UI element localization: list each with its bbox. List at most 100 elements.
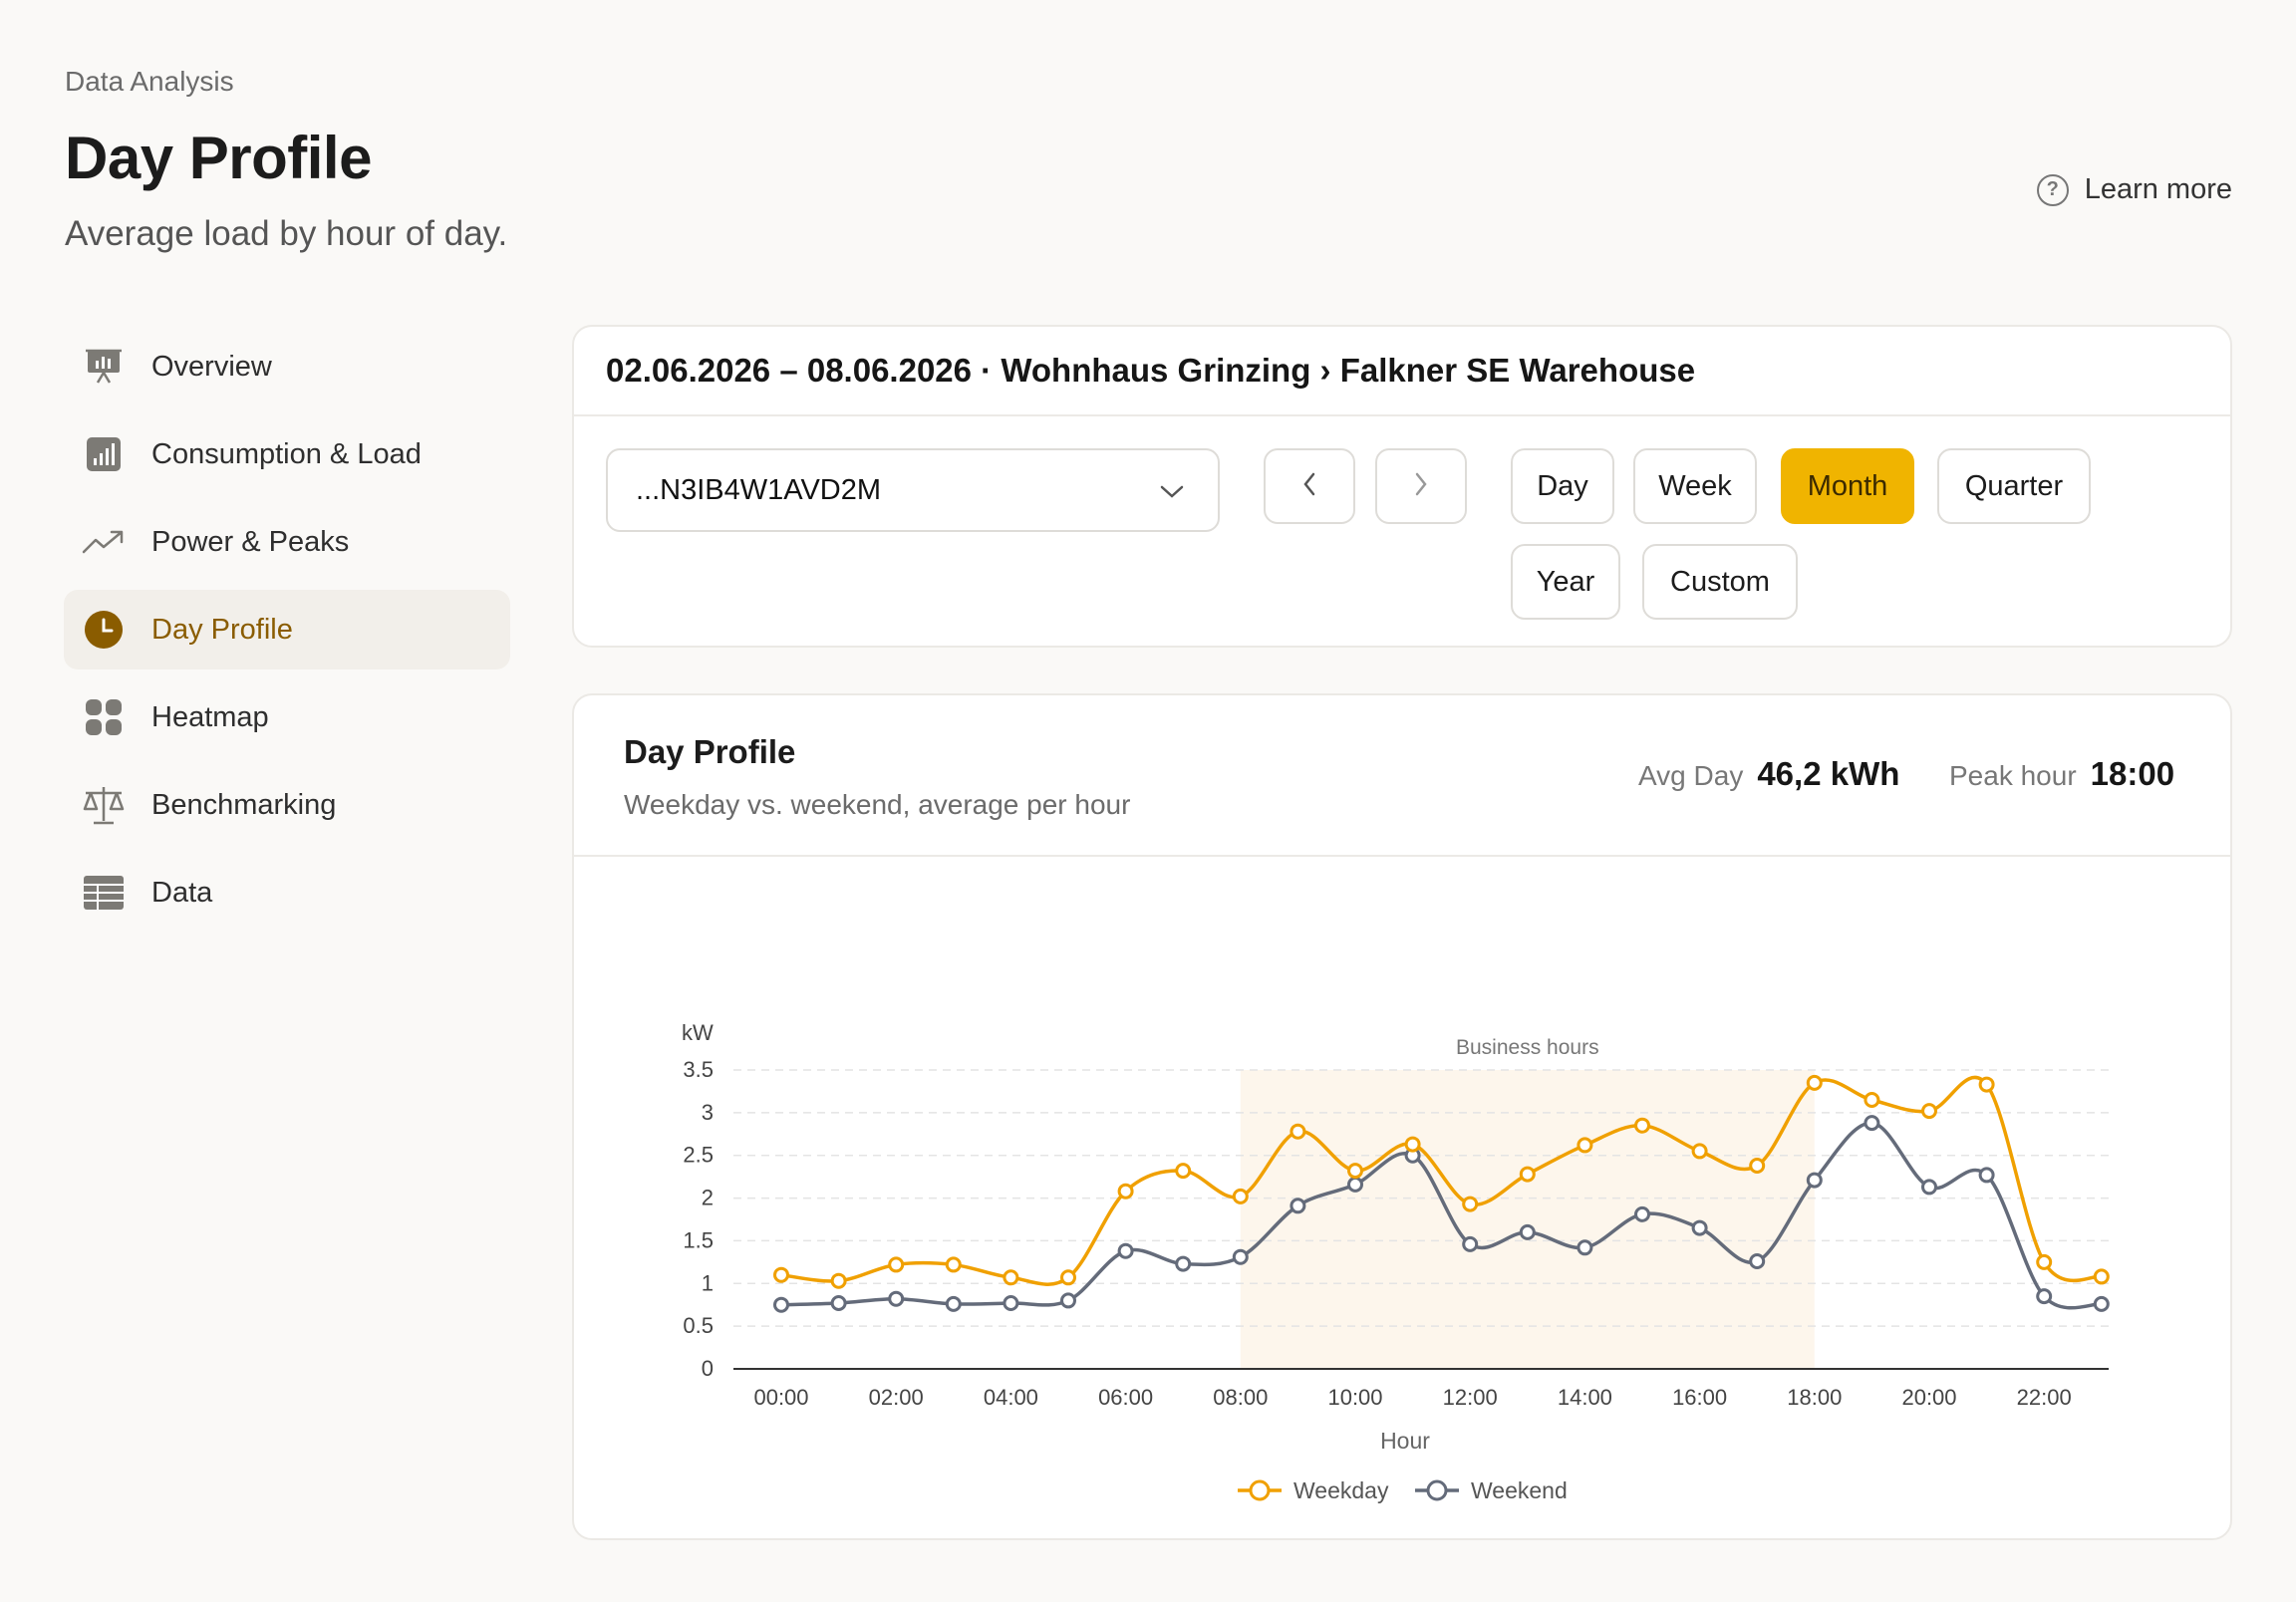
data-point-weekday: [1921, 1103, 1937, 1120]
legend-label-weekday: Weekday: [1293, 1477, 1389, 1503]
data-point-weekend: [945, 1295, 962, 1312]
period-quarter-button[interactable]: Quarter: [1937, 448, 2091, 524]
sidebar-item-label: Power & Peaks: [151, 525, 350, 558]
sidebar-item-power-peaks[interactable]: Power & Peaks: [64, 502, 510, 582]
kpi-peak-hour: Peak hour 18:00: [1949, 755, 2174, 793]
sidebar-item-overview[interactable]: Overview: [64, 327, 510, 406]
data-point-weekday: [1634, 1117, 1650, 1134]
data-point-weekend: [1117, 1242, 1134, 1259]
y-tick-label: 0.5: [683, 1313, 714, 1338]
legend-marker-weekday: [1249, 1479, 1271, 1501]
period-day-button[interactable]: Day: [1511, 448, 1614, 524]
next-period-button[interactable]: [1375, 448, 1467, 524]
period-month-button[interactable]: Month: [1781, 448, 1914, 524]
sidebar-item-label: Data: [151, 876, 213, 909]
sidebar-item-label: Consumption & Load: [151, 437, 422, 470]
period-year-button[interactable]: Year: [1511, 544, 1620, 620]
x-tick-label: 20:00: [1901, 1385, 1956, 1410]
y-tick-label: 0: [702, 1356, 714, 1381]
sidebar-item-day-profile[interactable]: Day Profile: [64, 590, 510, 669]
y-tick-label: 2: [702, 1186, 714, 1210]
data-point-weekend: [773, 1296, 789, 1313]
y-tick-label: 3: [702, 1100, 714, 1125]
kpi-peak-hour-value: 18:00: [2090, 755, 2175, 792]
period-custom-button[interactable]: Custom: [1642, 544, 1798, 620]
chart-card-title: Day Profile: [624, 733, 796, 770]
clock-icon: [82, 608, 126, 652]
chart-card-subtitle: Weekday vs. weekend, average per hour: [624, 789, 1131, 820]
data-point-weekday: [2036, 1253, 2053, 1270]
previous-period-button[interactable]: [1264, 448, 1355, 524]
data-point-weekend: [1347, 1176, 1363, 1193]
learn-more-label: Learn more: [2084, 173, 2232, 205]
data-point-weekend: [1577, 1239, 1593, 1256]
kpi-avg-day-value: 46,2 kWh: [1757, 755, 1900, 792]
business-hours-band: [1240, 1070, 1815, 1369]
x-tick-label: 06:00: [1098, 1385, 1153, 1410]
sidebar-item-benchmarking[interactable]: Benchmarking: [64, 765, 510, 845]
data-point-weekend: [1691, 1219, 1708, 1236]
data-point-weekday: [1691, 1143, 1708, 1160]
sidebar-item-heatmap[interactable]: Heatmap: [64, 677, 510, 757]
chevron-right-icon: [1414, 472, 1428, 501]
data-point-weekday: [1060, 1269, 1076, 1286]
filter-card: 02.06.2026 – 08.06.2026 · Wohnhaus Grinz…: [572, 325, 2232, 648]
kpi-peak-hour-label: Peak hour: [1949, 760, 2077, 791]
x-tick-label: 10:00: [1327, 1385, 1382, 1410]
day-profile-chart: Business hours 0 0.5 1 1.5 2 2.5 3 3.5 kW Hour 00:0…: [682, 1020, 2110, 1503]
data-point-weekday: [1749, 1158, 1766, 1174]
data-point-weekend: [1060, 1292, 1076, 1309]
data-point-weekday: [1519, 1166, 1536, 1183]
sidebar: Overview Consumption & Load Power & Peak…: [64, 327, 510, 940]
data-point-weekend: [1462, 1235, 1479, 1252]
chart-card-header: Day Profile Weekday vs. weekend, average…: [574, 695, 2230, 857]
x-tick-label: 14:00: [1558, 1385, 1612, 1410]
page-header: Data Analysis Day Profile Average load b…: [65, 66, 507, 254]
x-tick-label: 02:00: [869, 1385, 924, 1410]
meter-select[interactable]: ...N3IB4W1AVD2M: [606, 448, 1220, 532]
sidebar-item-label: Overview: [151, 350, 272, 383]
data-point-weekend: [1634, 1205, 1650, 1222]
y-tick-label: 2.5: [683, 1143, 714, 1168]
day-profile-card: Day Profile Weekday vs. weekend, average…: [572, 693, 2232, 1540]
grid-icon: [82, 695, 126, 739]
help-icon: ?: [2036, 173, 2069, 206]
data-point-weekday: [1404, 1136, 1421, 1153]
learn-more-link[interactable]: ? Learn more: [2036, 173, 2232, 206]
sidebar-item-consumption-load[interactable]: Consumption & Load: [64, 414, 510, 494]
y-tick-label: 1.5: [683, 1227, 714, 1252]
data-point-weekend: [1806, 1172, 1823, 1189]
x-tick-label: 22:00: [2017, 1385, 2072, 1410]
bar-chart-icon: [82, 432, 126, 476]
data-point-weekend: [1519, 1223, 1536, 1240]
data-point-weekday: [1175, 1163, 1192, 1180]
data-point-weekday: [1117, 1183, 1134, 1200]
chevron-down-icon: [1160, 474, 1184, 507]
data-point-weekday: [773, 1266, 789, 1283]
data-point-weekday: [945, 1256, 962, 1273]
trending-up-icon: [82, 520, 126, 564]
x-tick-label: 04:00: [984, 1385, 1038, 1410]
data-point-weekday: [1290, 1123, 1306, 1140]
data-point-weekday: [1864, 1092, 1880, 1108]
y-axis-label: kW: [682, 1020, 714, 1045]
presentation-chart-icon: [82, 345, 126, 389]
kpi-avg-day-label: Avg Day: [1638, 760, 1744, 791]
data-point-weekday: [888, 1256, 905, 1273]
x-tick-label: 12:00: [1443, 1385, 1498, 1410]
data-point-weekend: [2036, 1288, 2053, 1305]
data-point-weekday: [1577, 1137, 1593, 1154]
period-week-button[interactable]: Week: [1633, 448, 1757, 524]
x-tick-label: 00:00: [753, 1385, 808, 1410]
legend-label-weekend: Weekend: [1471, 1477, 1568, 1503]
data-point-weekday: [1347, 1163, 1363, 1180]
page-title: Day Profile: [65, 125, 372, 191]
sidebar-item-data[interactable]: Data: [64, 853, 510, 933]
data-point-weekday: [830, 1272, 847, 1289]
data-point-weekend: [2093, 1295, 2110, 1312]
data-point-weekend: [1921, 1179, 1937, 1196]
breadcrumb: Data Analysis: [65, 66, 234, 97]
table-icon: [82, 871, 126, 915]
page-subtitle: Average load by hour of day.: [65, 214, 508, 253]
sidebar-item-label: Benchmarking: [151, 788, 337, 821]
